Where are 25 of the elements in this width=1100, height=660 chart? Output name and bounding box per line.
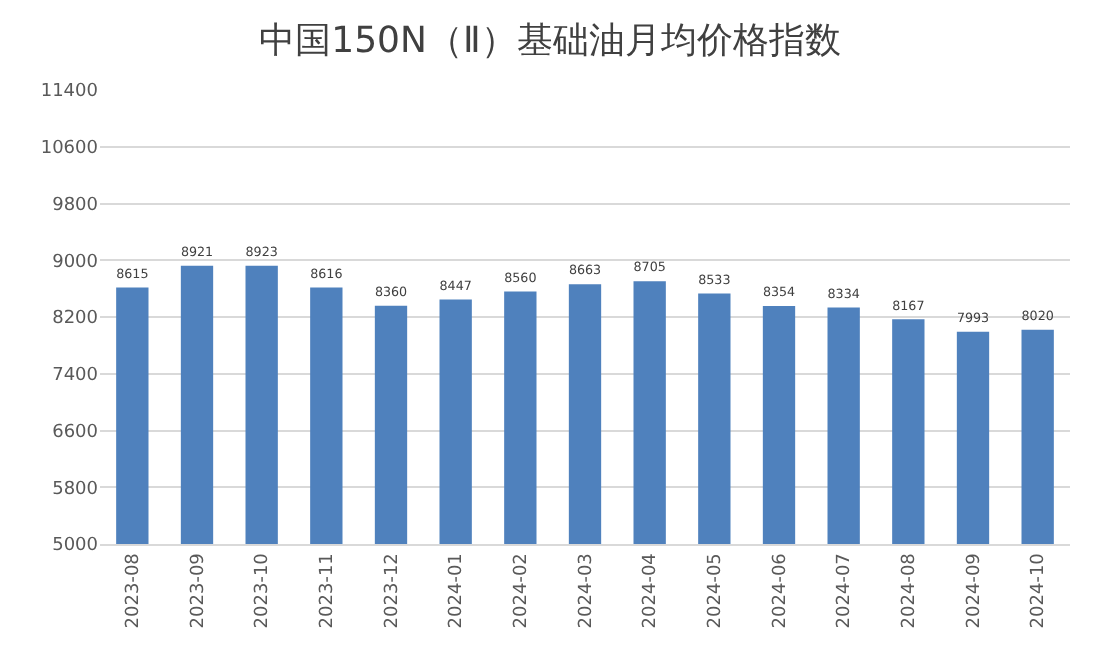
x-tick-label: 2024-07	[835, 553, 856, 629]
x-tick-label: 2024-06	[770, 552, 791, 629]
y-tick-label: 7400	[52, 366, 99, 387]
y-tick-label: 9800	[52, 195, 99, 216]
x-tick-label: 2023-09	[188, 552, 209, 629]
y-tick-label: 5000	[52, 536, 99, 557]
x-tick-label: 2023-11	[318, 553, 339, 629]
x-tick-label: 2024-04	[641, 552, 662, 629]
x-tick-label: 2023-10	[253, 552, 274, 629]
x-tick-label: 2023-12	[382, 553, 403, 629]
y-tick-label: 5800	[52, 479, 99, 500]
x-tick-label: 2024-08	[900, 552, 921, 629]
x-tick-label: 2024-09	[964, 552, 985, 629]
y-tick-label: 10600	[40, 139, 99, 160]
y-tick-label: 8200	[52, 309, 99, 330]
x-tick-label: 2024-03	[576, 553, 597, 629]
y-tick-label: 11400	[40, 82, 99, 103]
x-tick-label: 2023-08	[124, 552, 145, 629]
x-tick-label: 2024-10	[1029, 552, 1050, 629]
y-tick-label: 9000	[52, 252, 99, 273]
x-tick-label: 2024-05	[706, 553, 727, 629]
chart-title: 中国150N（Ⅱ）基础油月均价格指数	[259, 19, 841, 62]
y-tick-label: 6600	[52, 422, 99, 443]
x-tick-label: 2024-02	[512, 553, 533, 629]
x-tick-label: 2024-01	[447, 553, 468, 629]
